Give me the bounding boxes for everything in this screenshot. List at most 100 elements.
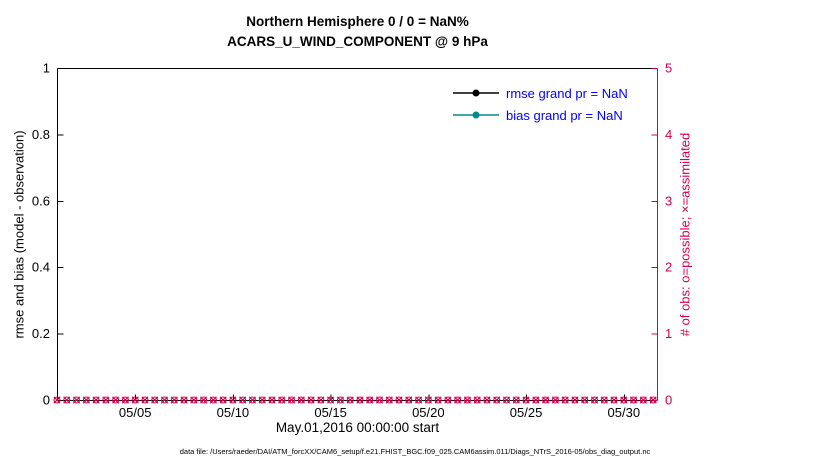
assimilated-obs-marker-icon xyxy=(356,396,364,404)
assimilated-obs-marker-icon xyxy=(346,396,354,404)
x-tick-label: 05/25 xyxy=(510,405,543,420)
y-axis-label-left: rmse and bias (model - observation) xyxy=(11,130,27,339)
assimilated-obs-marker-icon xyxy=(327,396,335,404)
x-tick-label: 05/05 xyxy=(119,405,152,420)
assimilated-obs-marker-icon xyxy=(297,396,305,404)
possible-obs-marker-icon xyxy=(630,396,638,404)
y-tick-label-left: 0 xyxy=(43,393,50,408)
assimilated-obs-marker-icon xyxy=(620,396,628,404)
y-tick-label-left: 1 xyxy=(43,61,50,76)
possible-obs-marker-icon xyxy=(151,396,159,404)
possible-obs-marker-icon xyxy=(297,396,305,404)
possible-obs-marker-icon xyxy=(278,396,286,404)
bias-line-marker-icon xyxy=(453,111,499,119)
possible-obs-marker-icon xyxy=(131,396,139,404)
possible-obs-marker-icon xyxy=(219,396,227,404)
assimilated-obs-marker-icon xyxy=(180,396,188,404)
possible-obs-marker-icon xyxy=(102,396,110,404)
assimilated-obs-marker-icon xyxy=(53,396,61,404)
chart-title-block: Northern Hemisphere 0 / 0 = NaN% ACARS_U… xyxy=(57,12,658,52)
possible-obs-marker-icon xyxy=(639,396,647,404)
rmse-line-marker-icon xyxy=(453,89,499,97)
possible-obs-marker-icon xyxy=(454,396,462,404)
assimilated-obs-marker-icon xyxy=(444,396,452,404)
possible-obs-marker-icon xyxy=(190,396,198,404)
assimilated-obs-marker-icon xyxy=(102,396,110,404)
x-axis-label: May.01,2016 00:00:00 start xyxy=(275,420,440,435)
assimilated-obs-marker-icon xyxy=(317,396,325,404)
possible-obs-marker-icon xyxy=(424,396,432,404)
assimilated-obs-marker-icon xyxy=(170,396,178,404)
obs-count-marker-row xyxy=(53,396,657,404)
possible-obs-marker-icon xyxy=(92,396,100,404)
possible-obs-marker-icon xyxy=(307,396,315,404)
assimilated-obs-marker-icon xyxy=(639,396,647,404)
possible-obs-marker-icon xyxy=(170,396,178,404)
assimilated-obs-marker-icon xyxy=(581,396,589,404)
possible-obs-marker-icon xyxy=(571,396,579,404)
legend-label-rmse: rmse grand pr = NaN xyxy=(506,85,628,101)
x-axis-ticks: 05/05 05/10 05/15 05/20 05/25 05/30 xyxy=(119,394,640,420)
y-tick-label-right: 0 xyxy=(665,393,672,408)
assimilated-obs-marker-icon xyxy=(375,396,384,404)
assimilated-obs-marker-icon xyxy=(92,396,100,404)
y-tick-label-right: 1 xyxy=(665,326,672,341)
possible-obs-marker-icon xyxy=(581,396,589,404)
y-axis-left-ticks: 0 0.2 0.4 0.6 0.8 1 xyxy=(32,61,64,408)
assimilated-obs-marker-icon xyxy=(414,396,423,404)
assimilated-obs-marker-icon xyxy=(571,396,579,404)
legend-item-rmse: rmse grand pr = NaN xyxy=(452,82,652,104)
assimilated-obs-marker-icon xyxy=(590,396,599,404)
assimilated-obs-marker-icon xyxy=(151,396,159,404)
legend-item-bias: bias grand pr = NaN xyxy=(452,104,652,126)
data-file-caption: data file: /Users/raeder/DAI/ATM_forcXX/… xyxy=(179,447,651,456)
possible-obs-marker-icon xyxy=(532,396,540,404)
possible-obs-marker-icon xyxy=(649,396,657,404)
assimilated-obs-marker-icon xyxy=(258,396,266,404)
x-tick-label: 05/20 xyxy=(412,405,445,420)
possible-obs-marker-icon xyxy=(209,396,217,404)
chart-title: Northern Hemisphere 0 / 0 = NaN% xyxy=(246,14,469,29)
assimilated-obs-marker-icon xyxy=(131,396,139,404)
assimilated-obs-marker-icon xyxy=(493,396,501,404)
assimilated-obs-marker-icon xyxy=(424,396,432,404)
y-tick-label-right: 3 xyxy=(665,193,672,208)
assimilated-obs-marker-icon xyxy=(112,396,120,404)
chart-subtitle: ACARS_U_WIND_COMPONENT @ 9 hPa xyxy=(227,34,488,49)
possible-obs-marker-icon xyxy=(356,396,364,404)
assimilated-obs-marker-icon xyxy=(82,396,90,404)
legend-label-bias: bias grand pr = NaN xyxy=(506,107,623,123)
possible-obs-marker-icon xyxy=(258,396,266,404)
assimilated-obs-marker-icon xyxy=(239,396,247,404)
assimilated-obs-marker-icon xyxy=(385,396,393,404)
assimilated-obs-marker-icon xyxy=(63,396,71,404)
assimilated-obs-marker-icon xyxy=(160,396,169,404)
possible-obs-marker-icon xyxy=(463,396,471,404)
assimilated-obs-marker-icon xyxy=(629,396,638,404)
y-tick-label-right: 2 xyxy=(665,260,672,275)
assimilated-obs-marker-icon xyxy=(278,396,286,404)
possible-obs-marker-icon xyxy=(473,396,481,404)
possible-obs-marker-icon xyxy=(287,396,296,404)
possible-obs-marker-icon xyxy=(63,396,71,404)
assimilated-obs-marker-icon xyxy=(229,396,237,404)
y-axis-right-ticks: 0 1 2 3 4 5 xyxy=(651,61,672,408)
y-axis-label-right: # of obs: o=possible; ×=assimilated xyxy=(677,132,693,337)
assimilated-obs-marker-icon xyxy=(141,396,149,404)
y-tick-label-left: 0.8 xyxy=(32,127,50,142)
assimilated-obs-marker-icon xyxy=(287,396,296,404)
assimilated-obs-marker-icon xyxy=(551,396,559,404)
assimilated-obs-marker-icon xyxy=(209,396,217,404)
assimilated-obs-marker-icon xyxy=(248,396,257,404)
possible-obs-marker-icon xyxy=(434,396,442,404)
possible-obs-marker-icon xyxy=(229,396,237,404)
assimilated-obs-marker-icon xyxy=(72,396,81,404)
y-tick-label-left: 0.2 xyxy=(32,326,50,341)
assimilated-obs-marker-icon xyxy=(512,396,520,404)
possible-obs-marker-icon xyxy=(336,396,344,404)
assimilated-obs-marker-icon xyxy=(434,396,442,404)
possible-obs-marker-icon xyxy=(444,396,452,404)
possible-obs-marker-icon xyxy=(542,396,550,404)
